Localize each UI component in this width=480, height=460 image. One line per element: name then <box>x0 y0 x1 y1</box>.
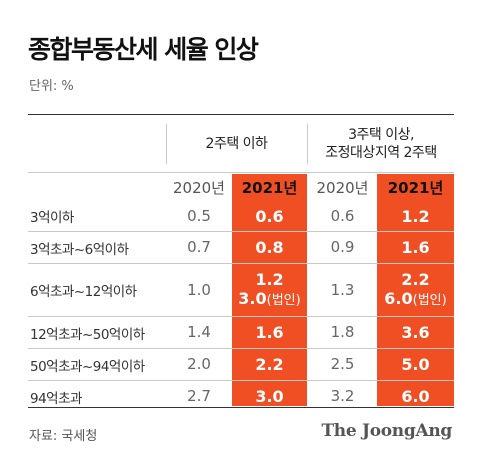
value-cell: 1.2 <box>377 201 454 231</box>
value-cell: 1.2 3.0(법인) <box>232 264 307 316</box>
cell-value: 0.7 <box>187 238 211 256</box>
value-cell: 0.5 <box>166 201 232 231</box>
value-cell: 3.0 <box>232 381 307 412</box>
year-2020-group1: 2020년 <box>173 178 225 197</box>
value-cell: 1.6 <box>232 317 307 348</box>
value-cell: 1.0 <box>166 264 232 316</box>
value-cell: 2.2 6.0(법인) <box>377 264 454 316</box>
row-divider <box>28 380 454 381</box>
cell-value: 0.5 <box>187 206 211 225</box>
value-cell: 1.4 <box>166 317 232 348</box>
value-cell: 0.9 <box>308 232 377 263</box>
row-divider <box>28 231 454 232</box>
highlight-2021-group2 <box>377 174 454 406</box>
cell-value: 2.2 <box>255 355 284 374</box>
corp-rate: 3.0(법인) <box>238 289 300 310</box>
row-label: 6억초과~12억이하 <box>30 284 137 300</box>
header-divider-1 <box>166 124 167 164</box>
row-label: 50억초과~94억이하 <box>30 358 145 375</box>
corp-label: (법인) <box>412 293 447 308</box>
corp-value: 6.0 <box>384 289 413 308</box>
value-cell: 1.6 <box>377 232 454 263</box>
corp-label: (법인) <box>266 293 301 308</box>
header-separator <box>28 172 454 173</box>
group1-header: 2주택 이하 <box>205 136 268 152</box>
highlight-2021-group1 <box>232 174 307 406</box>
cell-value: 1.6 <box>255 323 284 342</box>
value-cell: 1.3 <box>308 264 377 316</box>
cell-value: 5.0 <box>401 355 430 374</box>
value-cell: 2.7 <box>166 381 232 412</box>
year-2021-group1: 2021년 <box>241 178 298 197</box>
value-cell: 2.2 <box>232 349 307 380</box>
cell-value: 2.2 <box>401 270 430 289</box>
value-cell: 0.6 <box>308 201 377 231</box>
value-cell: 1.8 <box>308 317 377 348</box>
cell-value: 0.9 <box>330 238 355 256</box>
value-cell: 0.8 <box>232 232 307 263</box>
cell-value: 1.2 <box>401 206 430 226</box>
corp-value: 3.0 <box>238 289 267 308</box>
cell-value: 1.6 <box>401 238 430 257</box>
row-divider <box>28 263 454 264</box>
value-cell: 3.6 <box>377 317 454 348</box>
row-label: 3억이하 <box>30 210 74 226</box>
row-label: 94억초과 <box>30 390 82 407</box>
row-label: 3억초과~6억이하 <box>30 241 129 258</box>
row-divider <box>28 348 454 349</box>
cell-value: 1.4 <box>187 323 211 341</box>
value-cell: 3.2 <box>308 381 377 412</box>
cell-value: 2.5 <box>330 355 355 373</box>
value-cell: 5.0 <box>377 349 454 380</box>
cell-value: 1.2 <box>255 270 284 289</box>
value-cell: 0.6 <box>232 201 307 231</box>
year-2021-group2: 2021년 <box>387 178 444 197</box>
row-divider <box>28 316 454 317</box>
cell-value: 3.6 <box>401 323 430 342</box>
cell-value: 0.6 <box>255 206 284 226</box>
cell-value: 0.8 <box>255 238 284 257</box>
group2-header: 3주택 이상, 조정대상지역 2주택 <box>325 127 437 161</box>
cell-value: 3.0 <box>255 387 284 406</box>
table-bottom-rule <box>28 407 454 408</box>
source-note: 자료: 국세청 <box>29 429 98 444</box>
cell-value: 0.6 <box>330 206 355 225</box>
corp-rate: 6.0(법인) <box>384 289 446 310</box>
table-top-rule <box>28 114 454 115</box>
value-cell: 2.0 <box>166 349 232 380</box>
cell-value: 1.0 <box>187 280 211 299</box>
cell-value: 1.8 <box>330 323 355 341</box>
header-divider-2 <box>307 124 308 164</box>
unit-label: 단위: % <box>29 79 74 94</box>
cell-value: 3.2 <box>330 387 355 405</box>
cell-value: 1.3 <box>330 280 355 299</box>
chart-title: 종합부동산세 세율 인상 <box>28 35 259 64</box>
cell-value: 2.7 <box>187 387 211 405</box>
cell-value: 6.0 <box>401 387 430 406</box>
row-label: 12억초과~50억이하 <box>30 326 145 343</box>
value-cell: 0.7 <box>166 232 232 263</box>
value-cell: 6.0 <box>377 381 454 412</box>
cell-value: 2.0 <box>187 355 211 373</box>
brand-logo: The JoongAng <box>321 421 452 441</box>
year-2020-group2: 2020년 <box>316 178 369 197</box>
value-cell: 2.5 <box>308 349 377 380</box>
